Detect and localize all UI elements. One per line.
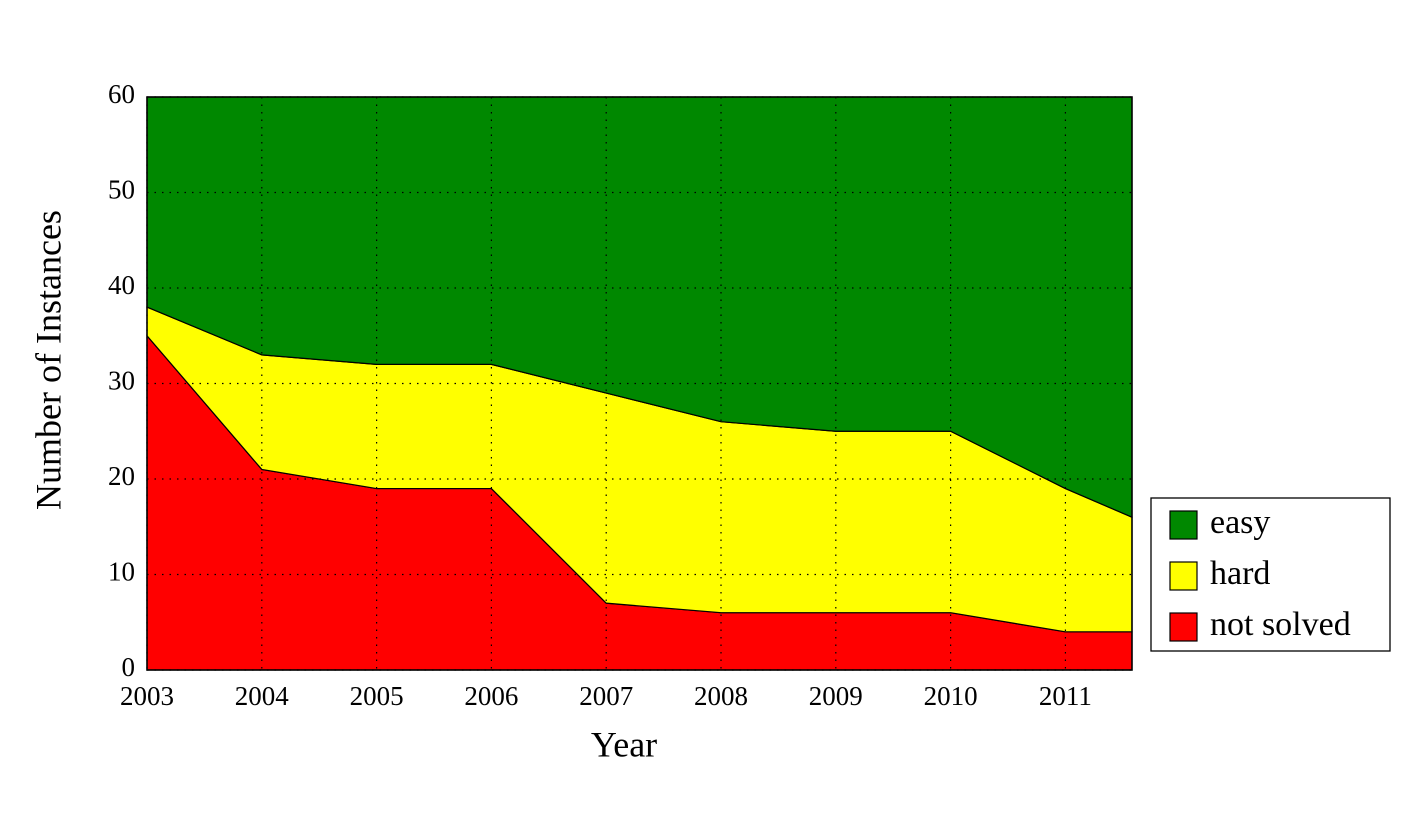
y-tick-label: 20 bbox=[108, 461, 135, 491]
x-tick-label: 2010 bbox=[924, 681, 978, 711]
y-axis-label: Number of Instances bbox=[28, 210, 68, 510]
y-tick-label: 0 bbox=[122, 652, 136, 682]
y-tick-label: 10 bbox=[108, 557, 135, 587]
legend-swatch bbox=[1169, 612, 1198, 642]
y-tick-label: 40 bbox=[108, 270, 135, 300]
x-tick-label: 2007 bbox=[579, 681, 633, 711]
x-tick-label: 2005 bbox=[350, 681, 404, 711]
x-tick-label: 2011 bbox=[1039, 681, 1092, 711]
legend-label: not solved bbox=[1210, 606, 1351, 643]
x-tick-label: 2006 bbox=[464, 681, 518, 711]
x-tick-label: 2008 bbox=[694, 681, 748, 711]
x-tick-label: 2009 bbox=[809, 681, 863, 711]
legend-swatch bbox=[1169, 510, 1198, 540]
plot-frame bbox=[146, 96, 1133, 671]
y-tick-label: 50 bbox=[108, 175, 135, 205]
legend-label: easy bbox=[1210, 504, 1270, 541]
legend-swatch bbox=[1169, 561, 1198, 591]
x-axis-label: Year bbox=[591, 724, 657, 764]
x-tick-label: 2003 bbox=[120, 681, 174, 711]
y-tick-label: 60 bbox=[108, 79, 135, 109]
x-tick-label: 2004 bbox=[235, 681, 290, 711]
y-tick-label: 30 bbox=[108, 366, 135, 396]
legend-label: hard bbox=[1210, 555, 1270, 592]
